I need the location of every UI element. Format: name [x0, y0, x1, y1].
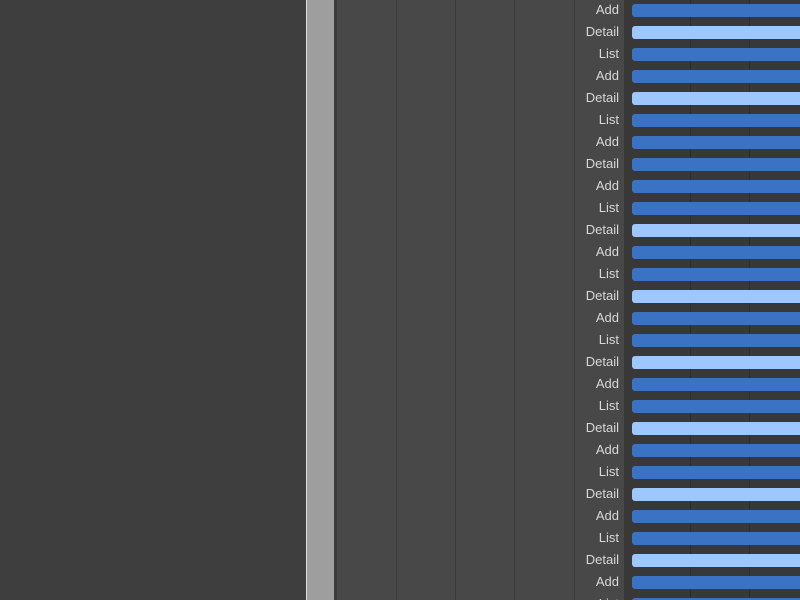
row-label: List [598, 398, 619, 413]
pane-divider[interactable] [306, 0, 307, 600]
row-bar[interactable] [632, 48, 800, 61]
row-bar[interactable] [632, 246, 800, 259]
row-bar[interactable] [632, 70, 800, 83]
row-label: Add [595, 376, 619, 391]
row-bar[interactable] [632, 290, 800, 303]
row-bar[interactable] [632, 554, 800, 567]
row-bar[interactable] [632, 400, 800, 413]
row-label: Detail [585, 288, 619, 303]
row-bar[interactable] [632, 466, 800, 479]
row-label: Add [595, 178, 619, 193]
list-item[interactable]: Detail [574, 549, 800, 571]
left-pane [0, 0, 306, 600]
row-bar[interactable] [632, 598, 800, 600]
list-item[interactable]: List [574, 43, 800, 65]
list-item[interactable]: Add [574, 0, 800, 21]
row-bar[interactable] [632, 510, 800, 523]
list-item[interactable]: Detail [574, 351, 800, 373]
row-label: Add [595, 442, 619, 457]
column-separator [396, 0, 397, 600]
row-bar[interactable] [632, 26, 800, 39]
row-label: Add [595, 244, 619, 259]
row-bar[interactable] [632, 158, 800, 171]
list-item[interactable]: Add [574, 439, 800, 461]
row-label: List [598, 530, 619, 545]
row-label: List [598, 266, 619, 281]
row-label: Add [595, 2, 619, 17]
row-label: Add [595, 508, 619, 523]
row-label: Add [595, 310, 619, 325]
list-item[interactable]: List [574, 329, 800, 351]
list-item[interactable]: Add [574, 307, 800, 329]
list-item[interactable]: Detail [574, 285, 800, 307]
row-label: Detail [585, 90, 619, 105]
row-label: Detail [585, 24, 619, 39]
row-bar[interactable] [632, 422, 800, 435]
row-label: List [598, 112, 619, 127]
list-item[interactable]: Add [574, 131, 800, 153]
row-bar[interactable] [632, 576, 800, 589]
row-label: Add [595, 574, 619, 589]
row-label: List [598, 332, 619, 347]
list-item[interactable]: List [574, 197, 800, 219]
row-list: Add Detail List Add Detail List Add Detail Add Li… [574, 0, 800, 600]
row-bar[interactable] [632, 224, 800, 237]
list-item[interactable]: List [574, 263, 800, 285]
row-label: List [598, 464, 619, 479]
row-bar[interactable] [632, 532, 800, 545]
row-bar[interactable] [632, 268, 800, 281]
row-bar[interactable] [632, 114, 800, 127]
row-label-column [574, 0, 624, 600]
list-item[interactable]: Detail [574, 153, 800, 175]
row-bar[interactable] [632, 444, 800, 457]
row-label: List [599, 596, 619, 600]
list-item[interactable]: Add [574, 175, 800, 197]
list-item[interactable]: Detail [574, 483, 800, 505]
list-item[interactable]: List [574, 395, 800, 417]
row-bar[interactable] [632, 334, 800, 347]
row-label: Add [595, 68, 619, 83]
vertical-scrollbar[interactable] [307, 0, 334, 600]
list-item[interactable]: Add [574, 571, 800, 593]
row-label: Detail [585, 552, 619, 567]
list-item[interactable]: Detail [574, 417, 800, 439]
row-label: List [598, 200, 619, 215]
row-bar[interactable] [632, 202, 800, 215]
row-bar[interactable] [632, 488, 800, 501]
row-label: Detail [585, 486, 619, 501]
row-bar[interactable] [632, 136, 800, 149]
list-item[interactable]: Detail [574, 21, 800, 43]
row-label: Detail [585, 354, 619, 369]
list-item[interactable]: List [574, 109, 800, 131]
row-label: List [598, 46, 619, 61]
row-label: Detail [585, 156, 619, 171]
row-bar[interactable] [632, 92, 800, 105]
list-item[interactable]: Add [574, 505, 800, 527]
list-item[interactable]: Add [574, 373, 800, 395]
row-bar[interactable] [632, 378, 800, 391]
column-separator [455, 0, 456, 600]
row-bar[interactable] [632, 356, 800, 369]
list-item[interactable]: Add [574, 65, 800, 87]
list-item[interactable]: List [574, 461, 800, 483]
row-label: Detail [585, 420, 619, 435]
label-column-separator [574, 0, 575, 600]
row-bar[interactable] [632, 4, 800, 17]
row-label: Detail [585, 222, 619, 237]
row-bar[interactable] [632, 312, 800, 325]
row-label: Add [595, 134, 619, 149]
list-item[interactable]: List [574, 527, 800, 549]
column-separator [514, 0, 515, 600]
list-item[interactable]: Detail [574, 219, 800, 241]
row-bar[interactable] [632, 180, 800, 193]
list-item[interactable]: Add [574, 241, 800, 263]
list-item[interactable]: Detail [574, 87, 800, 109]
scrollbar-edge [334, 0, 337, 600]
list-item[interactable]: List [574, 593, 800, 600]
